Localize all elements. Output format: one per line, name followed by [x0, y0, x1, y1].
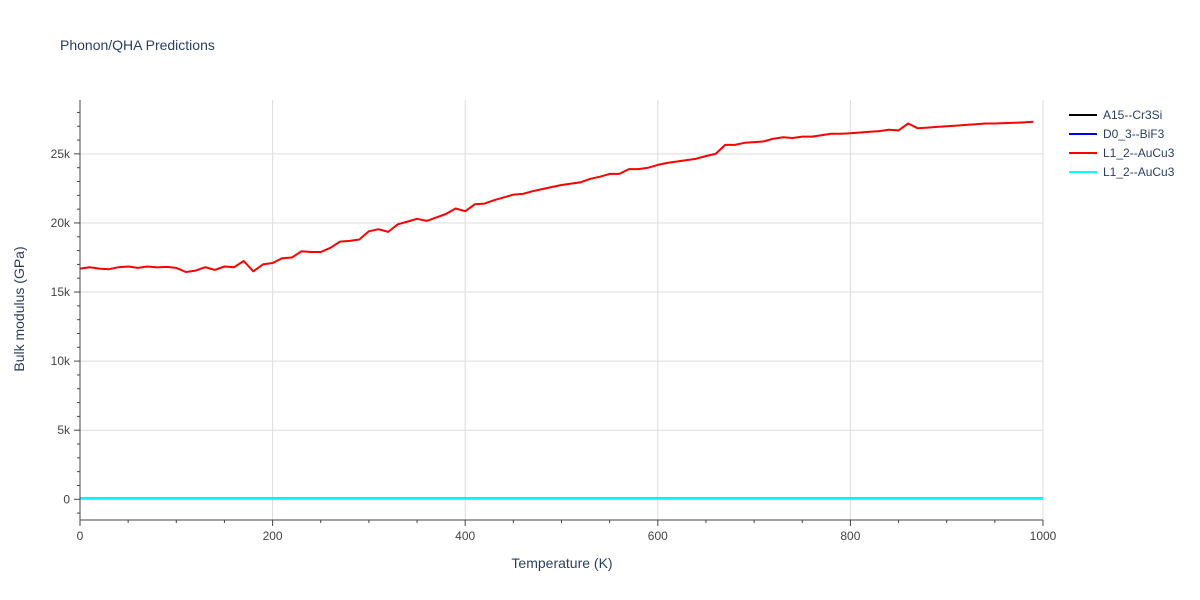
x-axis-label: Temperature (K) [511, 555, 612, 571]
y-tick-label: 25k [51, 147, 71, 161]
x-tick-label: 600 [648, 529, 668, 543]
y-tick-label: 20k [51, 216, 71, 230]
y-tick-label: 10k [51, 354, 71, 368]
legend: A15--Cr3Si D0_3--BiF3 L1_2--AuCu3 L1_2--AuC… [1069, 108, 1175, 179]
x-tick-label: 200 [263, 529, 283, 543]
y-tick-label: 5k [57, 423, 71, 437]
y-tick-label: 0 [63, 492, 70, 506]
legend-item-label: L1_2--AuCu3 [1103, 146, 1175, 160]
x-tick-label: 400 [455, 529, 475, 543]
axes: 0 200 400 600 800 1000 0 5k 10k 15k 20k 25k [51, 100, 1057, 543]
chart-title: Phonon/QHA Predictions [60, 37, 215, 53]
y-tick-label: 15k [51, 285, 71, 299]
series-layer [79, 120, 1043, 500]
x-tick-label: 1000 [1030, 529, 1057, 543]
series-line-2 [79, 120, 1034, 273]
x-tick-label: 800 [840, 529, 860, 543]
legend-item-label: D0_3--BiF3 [1103, 127, 1165, 141]
x-tick-label: 0 [77, 529, 84, 543]
grid [80, 100, 1044, 520]
y-axis-label: Bulk modulus (GPa) [11, 246, 27, 371]
legend-item-label: L1_2--AuCu3 [1103, 165, 1175, 179]
legend-item-label: A15--Cr3Si [1103, 108, 1162, 122]
